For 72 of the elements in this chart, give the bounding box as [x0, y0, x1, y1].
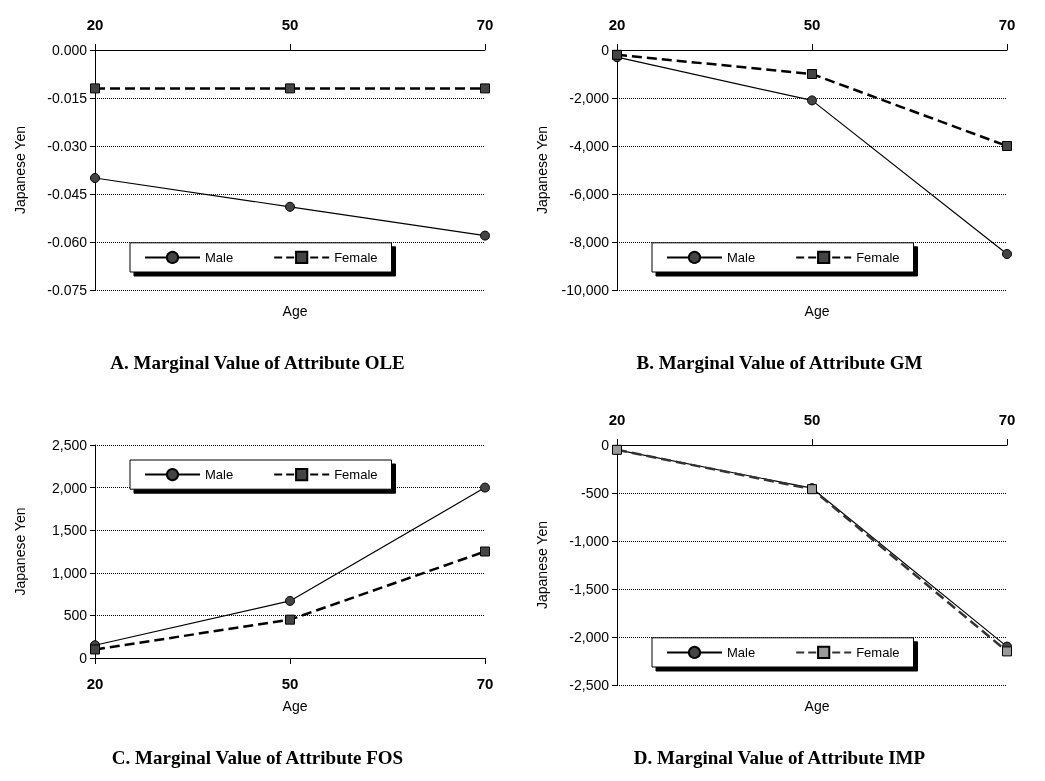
x-tick-label: 50 — [803, 16, 821, 33]
y-axis-title: Japanese Yen — [12, 126, 28, 214]
x-tick-label: 70 — [998, 411, 1016, 428]
point — [285, 83, 295, 94]
y-tick-label: 0.000 — [51, 42, 88, 58]
y-tick-label: -0.060 — [47, 234, 88, 250]
y-tick-label: -0.015 — [47, 90, 88, 106]
y-tick-label: -6,000 — [569, 186, 610, 202]
text: D. Marginal Value of Attribute IMP — [633, 747, 926, 768]
x-axis-title: Age — [282, 303, 308, 319]
y-tick-label: -4,000 — [569, 138, 610, 154]
y-tick-label: 2,000 — [51, 479, 88, 496]
point — [807, 95, 817, 106]
y-tick-label: 1,000 — [51, 564, 88, 581]
point — [1002, 141, 1012, 151]
y-axis-title: Japanese Yen — [534, 521, 550, 609]
y-tick-label: -0.075 — [47, 282, 88, 298]
y-tick-label: -0.045 — [47, 186, 88, 202]
x-tick-label: 20 — [608, 411, 626, 428]
x-tick-label: 50 — [281, 675, 299, 692]
y-tick-label: -8,000 — [569, 234, 610, 250]
legend-label: Female — [856, 644, 900, 660]
point — [480, 482, 490, 493]
x-tick-label: 20 — [86, 675, 104, 692]
y-tick-label: -2,000 — [569, 90, 610, 106]
x-axis-title: Age — [804, 698, 830, 714]
y-tick-label: -1,500 — [569, 581, 610, 597]
legend-label: Male — [205, 467, 234, 483]
point — [285, 201, 295, 212]
y-tick-label: 0 — [601, 42, 610, 58]
text: C. Marginal Value of Attribute FOS — [111, 747, 404, 768]
point — [480, 230, 490, 241]
y-tick-label: -500 — [580, 485, 610, 501]
legend-label: Male — [727, 249, 756, 265]
point — [90, 644, 100, 655]
legend-label: Male — [727, 644, 756, 660]
legend-label: Female — [334, 249, 378, 265]
x-tick-label: 20 — [608, 16, 626, 33]
y-axis-title: Japanese Yen — [12, 507, 28, 596]
point — [90, 173, 100, 183]
y-axis-title: Japanese Yen — [534, 126, 550, 214]
y-tick-label: -2,000 — [569, 629, 610, 645]
legend-label: Female — [334, 467, 378, 483]
x-tick-label: 50 — [281, 16, 299, 33]
legend-label: Female — [856, 249, 900, 265]
point — [285, 614, 295, 625]
x-axis-title: Age — [282, 698, 308, 714]
y-tick-label: 500 — [63, 607, 88, 624]
x-tick-label: 20 — [86, 16, 104, 33]
y-tick-label: -0.030 — [47, 138, 88, 154]
y-tick-label: -2,500 — [569, 677, 610, 693]
y-tick-label: 0 — [601, 437, 610, 453]
legend-label: Male — [205, 249, 234, 265]
x-axis-title: Age — [804, 303, 830, 319]
x-tick-label: 50 — [803, 411, 821, 428]
point — [480, 83, 490, 94]
y-tick-label: 0 — [79, 650, 88, 666]
y-tick-label: 2,500 — [51, 437, 88, 453]
text: A. Marginal Value of Attribute OLE — [110, 352, 405, 373]
point — [1002, 249, 1012, 259]
point — [807, 69, 817, 79]
point — [285, 595, 295, 606]
y-tick-label: -10,000 — [561, 282, 610, 298]
y-tick-label: 1,500 — [51, 522, 88, 539]
text: B. Marginal Value of Attribute GM — [636, 352, 923, 373]
x-tick-label: 70 — [998, 16, 1016, 33]
point — [90, 83, 100, 94]
point — [1002, 646, 1012, 657]
y-tick-label: -1,000 — [569, 533, 610, 549]
x-tick-label: 70 — [476, 675, 494, 692]
point — [480, 546, 490, 557]
x-tick-label: 70 — [476, 16, 494, 33]
